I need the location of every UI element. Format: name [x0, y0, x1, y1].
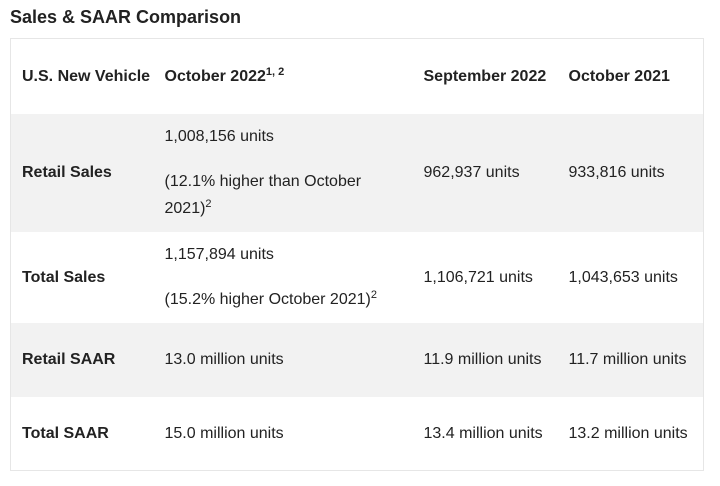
cell-note-text: (12.1% higher than October 2021) — [164, 173, 362, 217]
cell-september-2022: 962,937 units — [423, 164, 520, 181]
header-october-2022-label: October 2022 — [164, 67, 266, 85]
table-row-total-sales: Total Sales 1,157,894 units (15.2% highe… — [10, 231, 704, 323]
row-label: Total Sales — [22, 268, 106, 286]
cell-note-footnote: 2 — [205, 198, 212, 210]
cell-october-2021: 11.7 million units — [568, 351, 687, 368]
cell-october-2022: 1,008,156 units (12.1% higher than Octob… — [154, 114, 413, 232]
table-row-total-saar: Total SAAR 15.0 million units 13.4 milli… — [10, 396, 704, 471]
row-label: Retail SAAR — [22, 351, 116, 368]
sales-saar-table: U.S. New Vehicle October 20221, 2 Septem… — [10, 38, 704, 471]
cell-september-2022: 11.9 million units — [423, 351, 542, 368]
row-label: Retail Sales — [22, 164, 112, 181]
cell-note: (15.2% higher October 2021)2 — [165, 286, 413, 313]
cell-value: 1,008,156 units — [164, 128, 274, 145]
cell-value: 1,157,894 units — [164, 246, 274, 263]
cell-october-2022: 1,157,894 units (15.2% higher October 20… — [154, 232, 413, 323]
cell-october-2021: 1,043,653 units — [568, 268, 678, 286]
table-row-retail-saar: Retail SAAR 13.0 million units 11.9 mill… — [10, 322, 704, 397]
cell-october-2022: 15.0 million units — [164, 424, 284, 442]
header-october-2022: October 20221, 2 — [154, 39, 413, 114]
cell-october-2021: 13.2 million units — [568, 424, 688, 442]
table-row-retail-sales: Retail Sales 1,008,156 units (12.1% high… — [10, 113, 704, 232]
header-october-2021: October 2021 — [568, 67, 670, 85]
cell-note-text: (15.2% higher October 2021) — [164, 291, 371, 308]
cell-september-2022: 13.4 million units — [423, 424, 543, 442]
cell-note-footnote: 2 — [370, 289, 377, 301]
cell-september-2022: 1,106,721 units — [423, 268, 533, 286]
cell-october-2022: 13.0 million units — [164, 351, 284, 368]
cell-october-2021: 933,816 units — [568, 164, 665, 181]
header-september-2022: September 2022 — [423, 67, 547, 85]
page-title: Sales & SAAR Comparison — [10, 7, 242, 27]
header-us-new-vehicle: U.S. New Vehicle — [22, 68, 151, 86]
cell-note: (12.1% higher than October 2021)2 — [165, 168, 413, 222]
row-label: Total SAAR — [22, 424, 109, 442]
table-header-row: U.S. New Vehicle October 20221, 2 Septem… — [10, 38, 704, 114]
header-footnote-ref: 1, 2 — [265, 65, 285, 78]
